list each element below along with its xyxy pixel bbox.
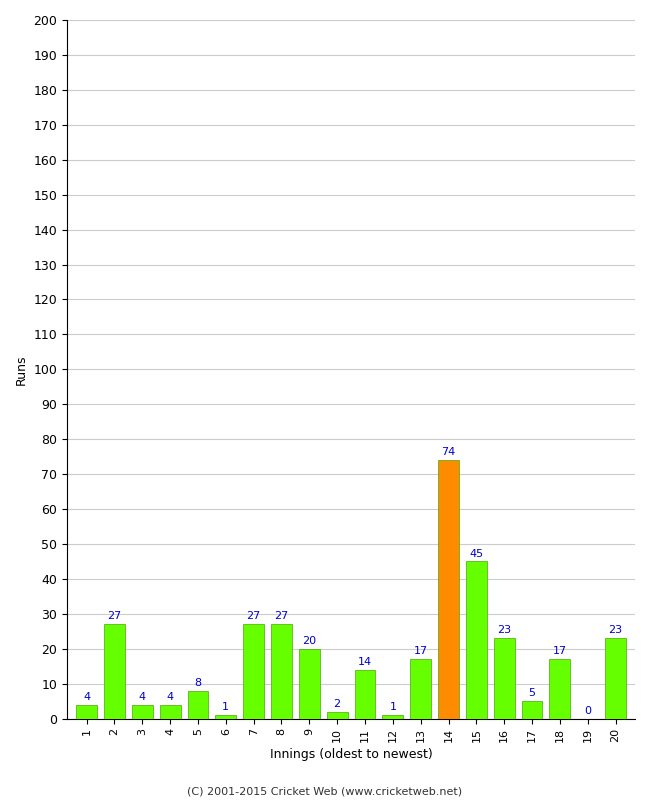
Text: 45: 45 — [469, 549, 484, 558]
Text: 17: 17 — [413, 646, 428, 657]
Bar — [299, 649, 320, 718]
Text: 1: 1 — [222, 702, 229, 712]
Bar — [521, 701, 543, 718]
Text: 17: 17 — [552, 646, 567, 657]
Text: 8: 8 — [194, 678, 202, 688]
Bar — [382, 715, 403, 718]
Text: 23: 23 — [608, 626, 623, 635]
X-axis label: Innings (oldest to newest): Innings (oldest to newest) — [270, 748, 432, 761]
Text: 4: 4 — [138, 692, 146, 702]
Bar — [104, 624, 125, 718]
Bar — [132, 705, 153, 718]
Text: (C) 2001-2015 Cricket Web (www.cricketweb.net): (C) 2001-2015 Cricket Web (www.cricketwe… — [187, 786, 463, 796]
Text: 5: 5 — [528, 688, 536, 698]
Text: 4: 4 — [166, 692, 174, 702]
Bar — [327, 712, 348, 718]
Bar — [188, 690, 209, 718]
Text: 14: 14 — [358, 657, 372, 667]
Bar — [160, 705, 181, 718]
Bar — [410, 659, 431, 718]
Bar — [271, 624, 292, 718]
Text: 4: 4 — [83, 692, 90, 702]
Text: 23: 23 — [497, 626, 512, 635]
Bar — [215, 715, 236, 718]
Bar — [549, 659, 570, 718]
Bar — [354, 670, 376, 718]
Bar — [466, 562, 487, 718]
Bar — [438, 460, 459, 718]
Text: 74: 74 — [441, 447, 456, 458]
Text: 27: 27 — [107, 611, 122, 622]
Bar — [605, 638, 626, 718]
Text: 20: 20 — [302, 636, 317, 646]
Bar — [76, 705, 97, 718]
Y-axis label: Runs: Runs — [15, 354, 28, 385]
Bar — [243, 624, 264, 718]
Text: 27: 27 — [246, 611, 261, 622]
Bar — [494, 638, 515, 718]
Text: 27: 27 — [274, 611, 289, 622]
Text: 0: 0 — [584, 706, 592, 716]
Text: 2: 2 — [333, 699, 341, 709]
Text: 1: 1 — [389, 702, 396, 712]
